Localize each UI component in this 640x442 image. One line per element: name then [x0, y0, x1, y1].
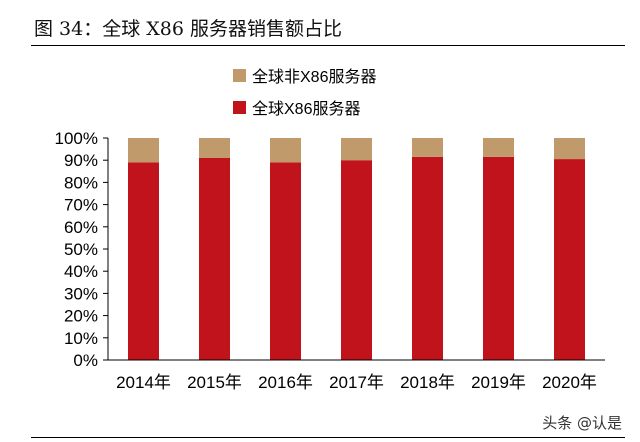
- y-tick-label: 30%: [64, 284, 98, 303]
- x-tick-label: 2020年: [542, 373, 597, 392]
- axes: 0% 10% 20% 30% 40% 50% 60% 70% 80% 90% 100% 2014年 20…: [55, 129, 605, 392]
- y-tick-label: 90%: [64, 151, 98, 170]
- figure-title: 图 34：全球 X86 服务器销售额占比: [34, 18, 342, 40]
- bar-x86-2018年: [412, 156, 443, 360]
- x-tick-label: 2017年: [329, 373, 384, 392]
- bar-non-x86-2016年: [270, 138, 301, 163]
- bar-x86-2016年: [270, 162, 301, 360]
- title-rule: [31, 45, 625, 46]
- y-tick-label: 50%: [64, 240, 98, 259]
- x-tick-label: 2019年: [471, 373, 526, 392]
- y-tick-label: 40%: [64, 262, 98, 281]
- bar-non-x86-2018年: [412, 138, 443, 157]
- bar-non-x86-2017年: [341, 138, 372, 161]
- legend-swatch: [233, 101, 246, 114]
- x-tick-label: 2015年: [187, 373, 242, 392]
- x-tick-label: 2016年: [258, 373, 313, 392]
- y-tick-label: 80%: [64, 173, 98, 192]
- y-tick-label: 20%: [64, 307, 98, 326]
- bar-x86-2020年: [554, 159, 585, 360]
- legend-label: 全球非X86服务器: [252, 68, 376, 86]
- bar-non-x86-2020年: [554, 138, 585, 160]
- x-tick-label: 2018年: [400, 373, 455, 392]
- bar-x86-2014年: [128, 162, 159, 360]
- bar-non-x86-2015年: [199, 138, 230, 158]
- bar-x86-2017年: [341, 160, 372, 360]
- bars: [128, 138, 585, 360]
- x-tick-label: 2014年: [116, 373, 171, 392]
- y-tick-label: 60%: [64, 218, 98, 237]
- y-tick-label: 70%: [64, 196, 98, 215]
- bar-non-x86-2014年: [128, 138, 159, 163]
- bottom-rule: [31, 437, 625, 438]
- bar-non-x86-2019年: [483, 138, 514, 157]
- watermark: 头条 @认是: [542, 414, 622, 432]
- y-tick-label: 100%: [55, 129, 98, 148]
- legend-swatch: [233, 69, 246, 82]
- bar-x86-2015年: [199, 157, 230, 360]
- y-tick-label: 10%: [64, 329, 98, 348]
- legend-label: 全球X86服务器: [252, 100, 360, 118]
- y-tick-label: 0%: [73, 351, 98, 370]
- bar-x86-2019年: [483, 156, 514, 360]
